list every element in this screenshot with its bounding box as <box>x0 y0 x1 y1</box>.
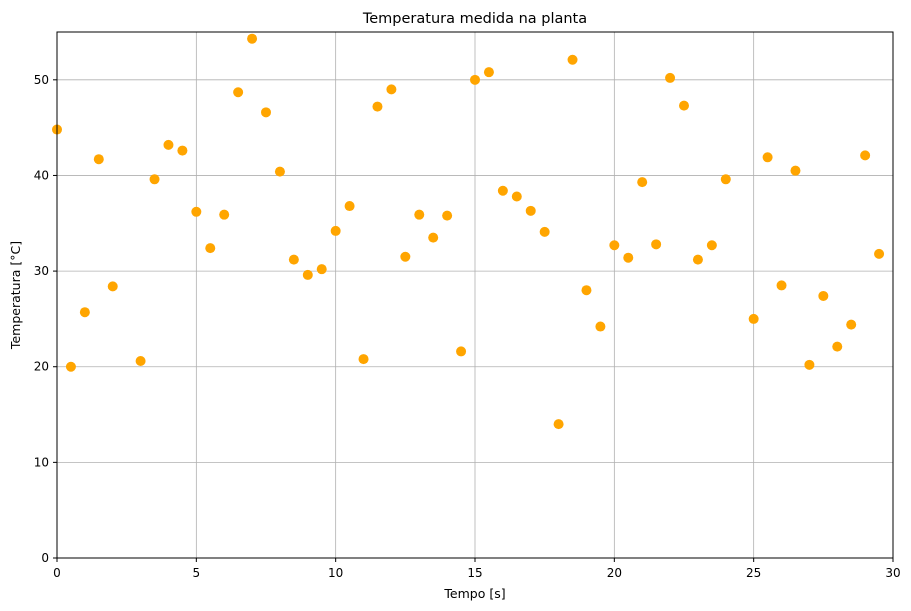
y-axis-label: Temperatura [°C] <box>8 241 23 350</box>
data-point <box>372 101 383 112</box>
x-axis-label: Tempo [s] <box>443 586 505 601</box>
data-point <box>149 174 160 185</box>
data-point <box>79 307 90 318</box>
data-point <box>511 191 522 202</box>
data-point <box>553 419 564 430</box>
data-point <box>720 174 731 185</box>
data-point <box>456 346 467 357</box>
data-point <box>274 166 285 177</box>
data-point <box>832 341 843 352</box>
x-tick-label: 20 <box>607 566 622 580</box>
y-tick-label: 50 <box>34 73 49 87</box>
x-tick-label: 5 <box>193 566 201 580</box>
data-point <box>470 74 480 85</box>
data-point <box>804 359 815 370</box>
data-point <box>706 240 717 251</box>
data-point <box>330 225 341 236</box>
data-point <box>93 154 104 165</box>
y-tick-label: 40 <box>34 168 49 182</box>
y-tick-label: 0 <box>41 551 49 565</box>
y-tick-label: 30 <box>34 264 49 278</box>
y-tick-label: 20 <box>34 360 49 374</box>
y-axis-ticks: 0 10 20 30 40 50 <box>34 73 57 565</box>
data-point <box>651 239 662 250</box>
data-point <box>414 209 425 220</box>
data-point <box>261 107 271 118</box>
data-point <box>219 209 230 220</box>
data-point <box>497 185 508 196</box>
data-point <box>483 67 494 78</box>
data-point <box>65 361 76 372</box>
data-point <box>748 313 759 324</box>
x-tick-label: 0 <box>53 566 61 580</box>
data-point <box>609 240 620 251</box>
data-point <box>428 232 439 243</box>
data-point <box>525 205 536 216</box>
data-point <box>818 290 829 301</box>
data-point <box>386 84 397 95</box>
x-tick-label: 10 <box>328 566 343 580</box>
data-point <box>874 248 885 259</box>
data-points <box>52 33 885 430</box>
data-point <box>581 285 592 296</box>
data-point <box>623 252 634 263</box>
data-point <box>247 33 258 44</box>
data-point <box>442 210 453 221</box>
data-point <box>344 201 355 212</box>
x-tick-label: 30 <box>885 566 900 580</box>
data-point <box>107 281 118 292</box>
x-axis-ticks: 0 5 10 15 20 25 30 <box>53 558 901 580</box>
x-tick-label: 25 <box>746 566 761 580</box>
data-point <box>302 269 313 280</box>
data-point <box>233 87 244 98</box>
data-point <box>679 100 689 111</box>
data-point <box>163 139 174 150</box>
y-tick-label: 10 <box>34 455 49 469</box>
data-point <box>177 145 188 156</box>
data-point <box>846 319 857 330</box>
data-point <box>400 251 411 262</box>
data-point <box>135 355 146 366</box>
data-point <box>567 54 578 65</box>
data-point <box>539 226 550 237</box>
x-tick-label: 15 <box>467 566 482 580</box>
data-point <box>860 150 871 161</box>
data-point <box>316 264 327 275</box>
data-point <box>288 254 299 265</box>
data-point <box>776 280 787 291</box>
data-point <box>665 72 676 83</box>
data-point <box>790 165 801 176</box>
data-point <box>358 354 369 365</box>
data-point <box>205 243 216 254</box>
data-point <box>191 206 202 217</box>
data-point <box>595 321 606 332</box>
chart-title: Temperatura medida na planta <box>362 11 587 27</box>
data-point <box>637 177 648 188</box>
data-point <box>692 254 703 265</box>
data-point <box>762 152 773 163</box>
